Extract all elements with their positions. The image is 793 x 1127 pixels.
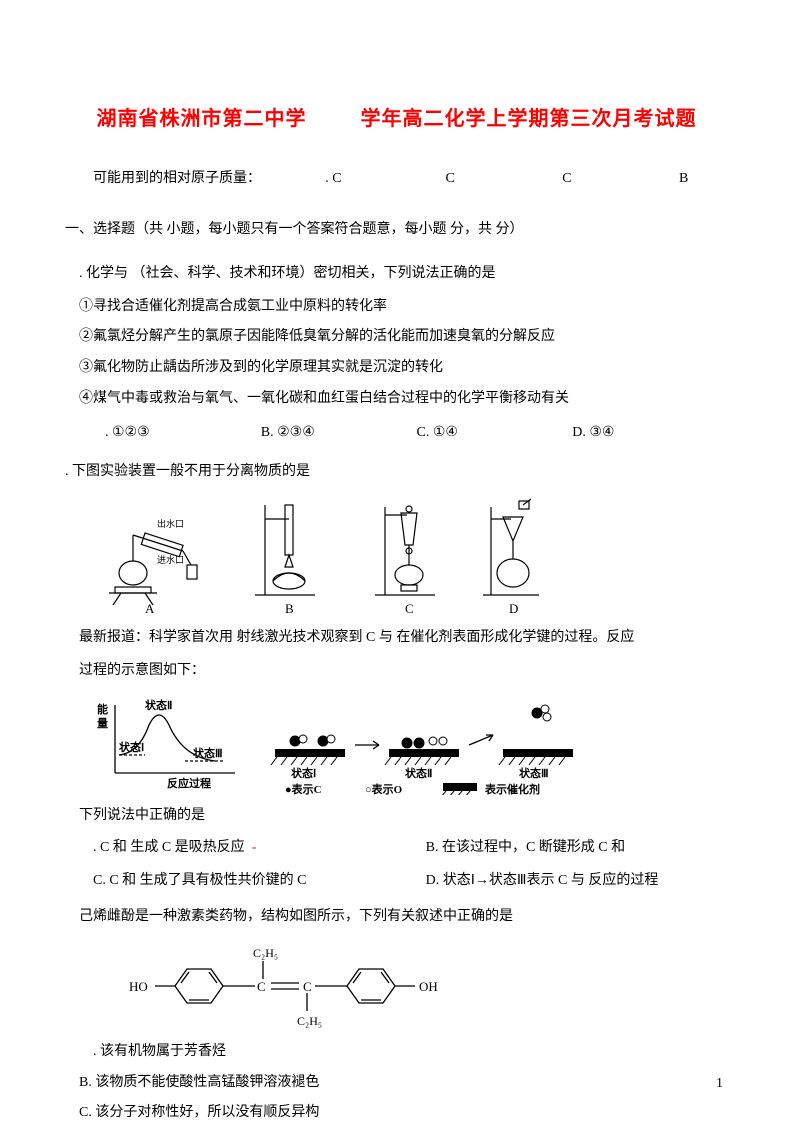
q4-option-b: B. 该物质不能使酸性高锰酸钾溶液褪色 bbox=[65, 1070, 728, 1097]
q3-line2: 过程的示意图如下： bbox=[65, 658, 728, 685]
atomic-mass-val: C bbox=[378, 166, 495, 193]
q2-figure: 出水口 进水口 A B bbox=[95, 495, 728, 615]
q1-option-a: . ①②③ bbox=[105, 420, 261, 447]
q4-figure: HO OH C C C₂H₅ C₂H₅ bbox=[125, 941, 728, 1031]
exam-title: 湖南省株洲市第二中学 学年高二化学上学期第三次月考试题 bbox=[65, 100, 728, 138]
q4-c2h5-bot: C₂H₅ bbox=[297, 1014, 322, 1028]
q3-legend-c: ●表示C bbox=[285, 782, 322, 795]
q1-sub3: ③氟化物防止龋齿所涉及到的化学原理其实就是沉淀的转化 bbox=[65, 355, 728, 382]
q3-post: 下列说法中正确的是 bbox=[65, 803, 728, 830]
question-3: 最新报道：科学家首次用 射线激光技术观察到 C 与 在催化剂表面形成化学键的过程… bbox=[65, 625, 728, 894]
q1-option-b: B. ②③④ bbox=[261, 420, 417, 447]
q3-option-a: . C 和 生成 C 是吸热反应 - bbox=[93, 835, 426, 862]
title-left: 湖南省株洲市第二中学 bbox=[97, 108, 307, 130]
q2-label-c: C bbox=[405, 601, 414, 615]
question-2: . 下图实验装置一般不用于分离物质的是 出水口 进水口 A bbox=[65, 459, 728, 616]
title-right: 学年高二化学上学期第三次月考试题 bbox=[361, 108, 697, 130]
q2-outlet-label: 进水口 bbox=[157, 554, 184, 565]
q4-oh: OH bbox=[419, 979, 438, 994]
q4-option-c: C. 该分子对称性好，所以没有顺反异构 bbox=[65, 1100, 728, 1127]
question-1: . 化学与 （社会、科学、技术和环境）密切相关，下列说法正确的是 ①寻找合适催化… bbox=[65, 261, 728, 447]
atomic-mass-val: C bbox=[495, 166, 612, 193]
q2-label-d: D bbox=[509, 601, 518, 615]
svg-text:C: C bbox=[303, 979, 312, 994]
q2-stem: . 下图实验装置一般不用于分离物质的是 bbox=[65, 459, 728, 486]
q3-surf-s2: 状态Ⅱ bbox=[405, 766, 432, 780]
q2-inlet-label: 出水口 bbox=[157, 518, 184, 529]
atomic-mass-label: 可能用到的相对原子质量： bbox=[65, 166, 261, 193]
q1-sub1: ①寻找合适催化剂提高合成氨工业中原料的转化率 bbox=[65, 294, 728, 321]
red-dash-icon: - bbox=[252, 840, 257, 855]
q3-legend-cat: 表示催化剂 bbox=[484, 782, 540, 795]
q3-state3: 状态Ⅲ bbox=[193, 746, 223, 760]
q1-stem: . 化学与 （社会、科学、技术和环境）密切相关，下列说法正确的是 bbox=[65, 261, 728, 288]
q2-label-b: B bbox=[285, 601, 294, 615]
q3-state1: 状态Ⅰ bbox=[119, 740, 144, 754]
section-1-header: 一、选择题（共 小题，每小题只有一个答案符合题意，每小题 分，共 分） bbox=[65, 217, 728, 244]
q3-figure: 能 量 状态Ⅱ 状态Ⅰ 状态Ⅲ 反应过程 bbox=[95, 695, 728, 795]
q1-options: . ①②③ B. ②③④ C. ①④ D. ③④ bbox=[65, 420, 728, 447]
q4-stem: 己烯雌酚是一种激素类药物，结构如图所示，下列有关叙述中正确的是 bbox=[65, 904, 728, 931]
q4-option-a: . 该有机物属于芳香烃 bbox=[65, 1039, 728, 1066]
atomic-mass-val: B bbox=[611, 166, 728, 193]
q2-label-a: A bbox=[145, 601, 155, 615]
q3-state2: 状态Ⅱ bbox=[145, 698, 172, 712]
question-4: 己烯雌酚是一种激素类药物，结构如图所示，下列有关叙述中正确的是 bbox=[65, 904, 728, 1126]
q3-axis-y2: 量 bbox=[97, 717, 108, 730]
q3-option-b: B. 在该过程中，C 断键形成 C 和 bbox=[426, 835, 728, 862]
q3-option-c: C. C 和 生成了具有极性共价键的 C bbox=[93, 868, 426, 895]
q3-axis-x: 反应过程 bbox=[167, 776, 211, 790]
atomic-mass-val: . C bbox=[261, 166, 378, 193]
q1-sub4: ④煤气中毒或救治与氧气、一氧化碳和血红蛋白结合过程中的化学平衡移动有关 bbox=[65, 386, 728, 413]
q3-legend-o: ○表示O bbox=[365, 782, 403, 795]
q1-option-c: C. ①④ bbox=[417, 420, 573, 447]
q4-ho: HO bbox=[129, 979, 148, 994]
q3-axis-y1: 能 bbox=[97, 702, 108, 716]
q1-sub2: ②氟氯烃分解产生的氯原子因能降低臭氧分解的活化能而加速臭氧的分解反应 bbox=[65, 324, 728, 351]
page-number: 1 bbox=[716, 1071, 723, 1098]
q4-c2h5-top: C₂H₅ bbox=[253, 946, 278, 960]
q1-option-d: D. ③④ bbox=[572, 420, 728, 447]
q3-option-d: D. 状态Ⅰ→状态Ⅲ表示 C 与 反应的过程 bbox=[426, 868, 728, 895]
svg-text:C: C bbox=[257, 979, 266, 994]
q3-surf-s3: 状态Ⅲ bbox=[519, 766, 549, 780]
atomic-mass-row: 可能用到的相对原子质量： . C C C B bbox=[65, 166, 728, 193]
q3-line1: 最新报道：科学家首次用 射线激光技术观察到 C 与 在催化剂表面形成化学键的过程… bbox=[65, 625, 728, 652]
q3-surf-s1: 状态Ⅰ bbox=[291, 766, 316, 780]
